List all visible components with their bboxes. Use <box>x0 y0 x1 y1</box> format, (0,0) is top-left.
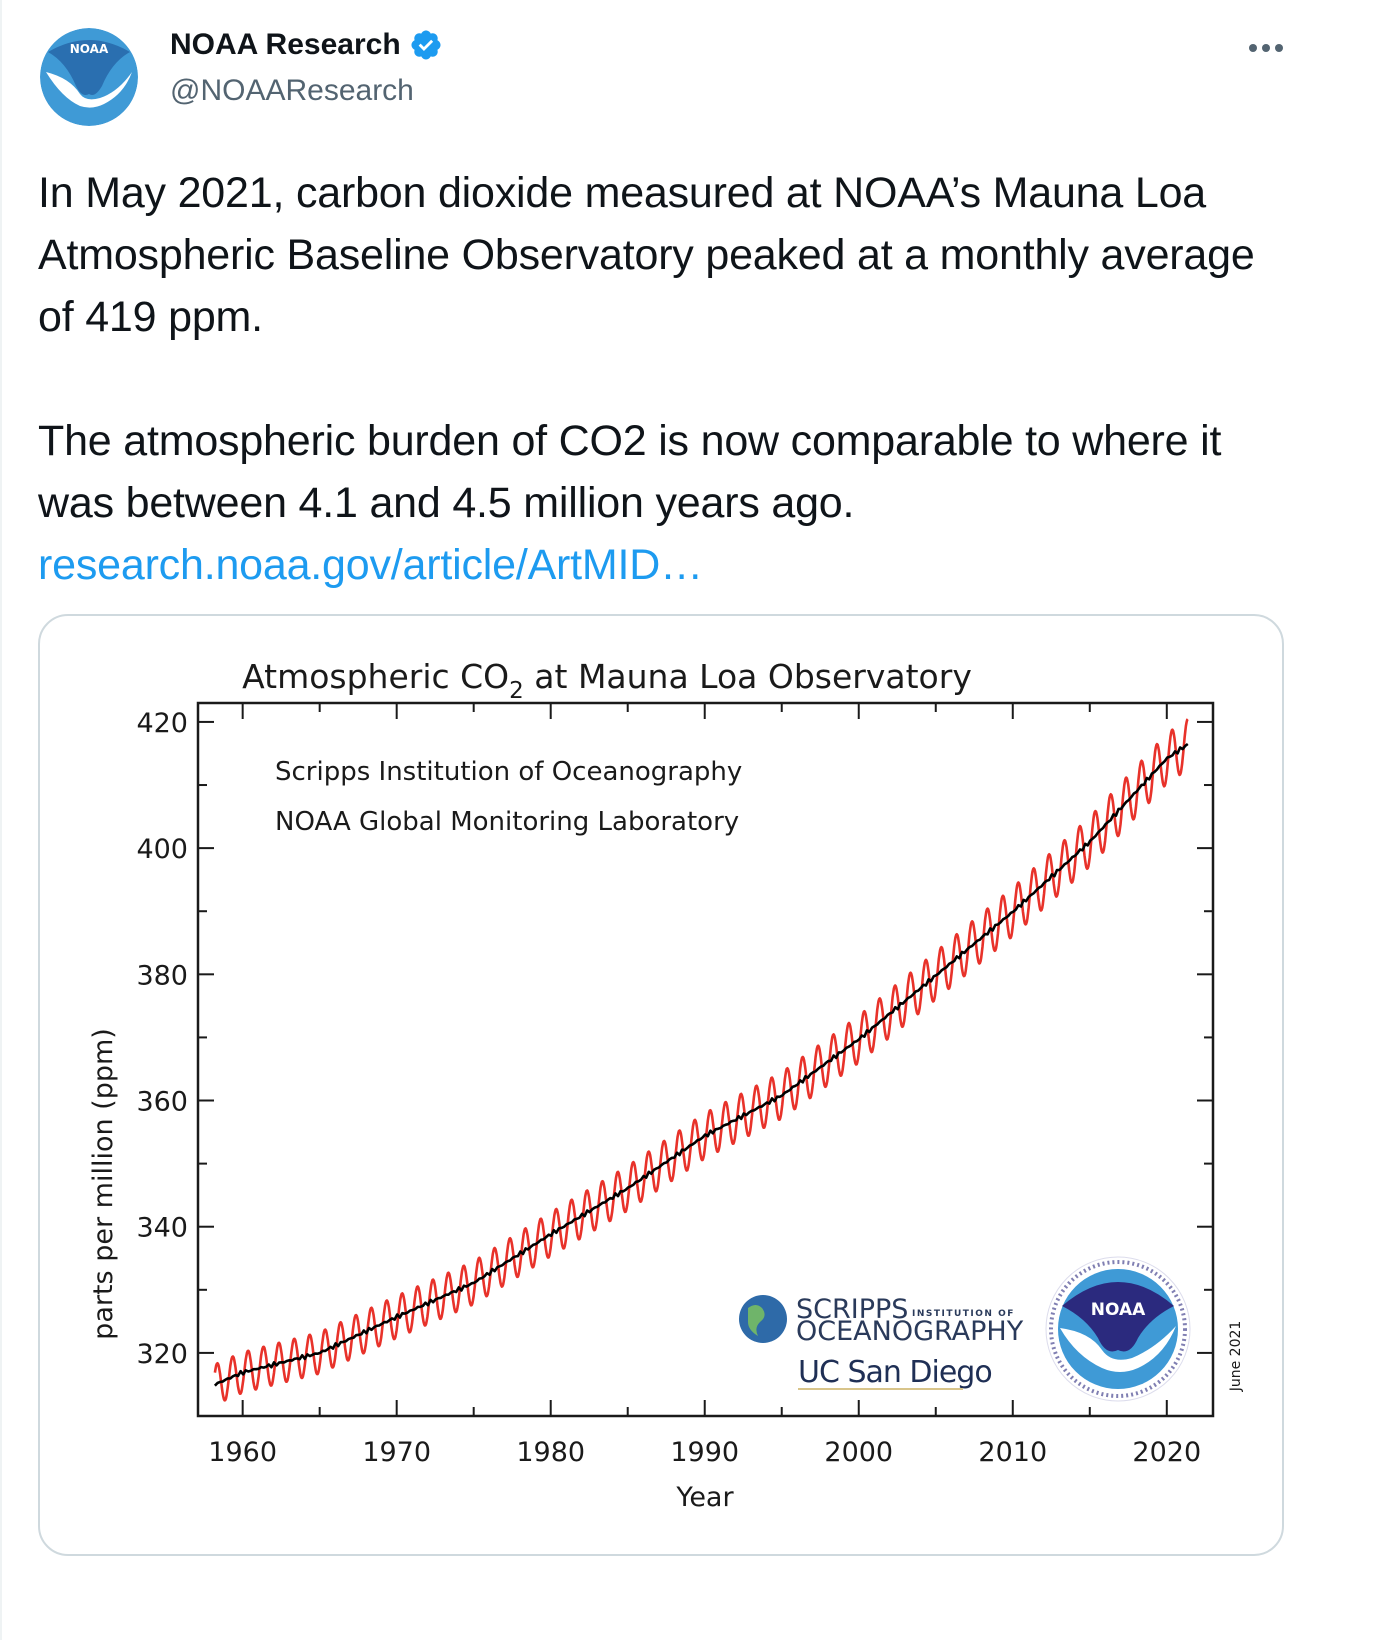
monthly-co2-line <box>213 718 1189 1402</box>
x-tick-label: 1980 <box>516 1437 585 1468</box>
author-handle[interactable]: @NOAAResearch <box>170 74 414 107</box>
trend-co2-line <box>213 742 1189 1387</box>
chart-date-label: June 2021 <box>1228 1321 1244 1393</box>
article-link[interactable]: research.noaa.gov/article/ArtMID… <box>38 541 703 589</box>
y-tick-label: 340 <box>136 1213 188 1244</box>
ellipsis-icon-dot <box>1275 44 1283 52</box>
y-axis-label: parts per million (ppm) <box>88 1028 119 1340</box>
globe-land-shape <box>748 1305 765 1336</box>
scripps-oceanography: OCEANOGRAPHY <box>796 1316 1024 1347</box>
ucsd-logo: UC San Diego <box>798 1355 992 1390</box>
x-tick-label: 2000 <box>824 1437 893 1468</box>
y-tick-label: 380 <box>136 960 188 991</box>
verified-badge-icon <box>411 30 441 60</box>
x-tick-label: 1990 <box>670 1437 739 1468</box>
more-options-button[interactable] <box>1236 30 1296 66</box>
tweet-paragraph: The atmospheric burden of CO2 is now com… <box>38 410 1298 596</box>
x-tick-label: 2020 <box>1132 1437 1201 1468</box>
avatar-logo-text: NOAA <box>70 42 109 56</box>
ucsd-underline <box>798 1388 963 1390</box>
ellipsis-icon-dot <box>1249 44 1257 52</box>
author-name-row: NOAA Research <box>170 28 443 62</box>
tweet-paragraph-text: The atmospheric burden of CO2 is now com… <box>38 417 1222 527</box>
x-tick-label: 2010 <box>978 1437 1047 1468</box>
author-display-name[interactable]: NOAA Research <box>170 28 401 61</box>
co2-chart: Atmospheric CO2 at Mauna Loa Observatory… <box>88 657 1244 1513</box>
y-tick-label: 400 <box>136 834 188 865</box>
scripps-logo: SCRIPPS INSTITUTION OF OCEANOGRAPHY UC S… <box>739 1294 1024 1390</box>
noaa-seal-text: NOAA <box>1091 1300 1146 1320</box>
x-axis-label: Year <box>675 1482 734 1513</box>
chart-title: Atmospheric CO2 at Mauna Loa Observatory <box>242 657 972 704</box>
y-tick-label: 320 <box>136 1339 188 1370</box>
timeline-border <box>0 0 2 1640</box>
noaa-seal-logo: NOAA <box>1045 1256 1191 1402</box>
scripps-institution-of: INSTITUTION OF <box>912 1309 1015 1319</box>
y-tick-label: 420 <box>136 708 188 739</box>
noaa-logo-icon: NOAA <box>40 28 138 126</box>
avatar[interactable]: NOAA <box>40 28 138 126</box>
x-tick-label: 1970 <box>362 1437 431 1468</box>
scripps-name: SCRIPPS <box>796 1294 908 1325</box>
chart-annotation-scripps: Scripps Institution of Oceanography <box>275 757 742 787</box>
tweet-text: In May 2021, carbon dioxide measured at … <box>38 162 1298 596</box>
tweet-media-image[interactable]: Atmospheric CO2 at Mauna Loa Observatory… <box>38 614 1284 1556</box>
tweet-paragraph: In May 2021, carbon dioxide measured at … <box>38 169 1255 341</box>
x-tick-label: 1960 <box>208 1437 277 1468</box>
y-tick-label: 360 <box>136 1087 188 1118</box>
ellipsis-icon-dot <box>1262 44 1270 52</box>
chart-annotation-noaa: NOAA Global Monitoring Laboratory <box>275 807 739 837</box>
noaa-seal-ring-text <box>1049 1260 1187 1398</box>
